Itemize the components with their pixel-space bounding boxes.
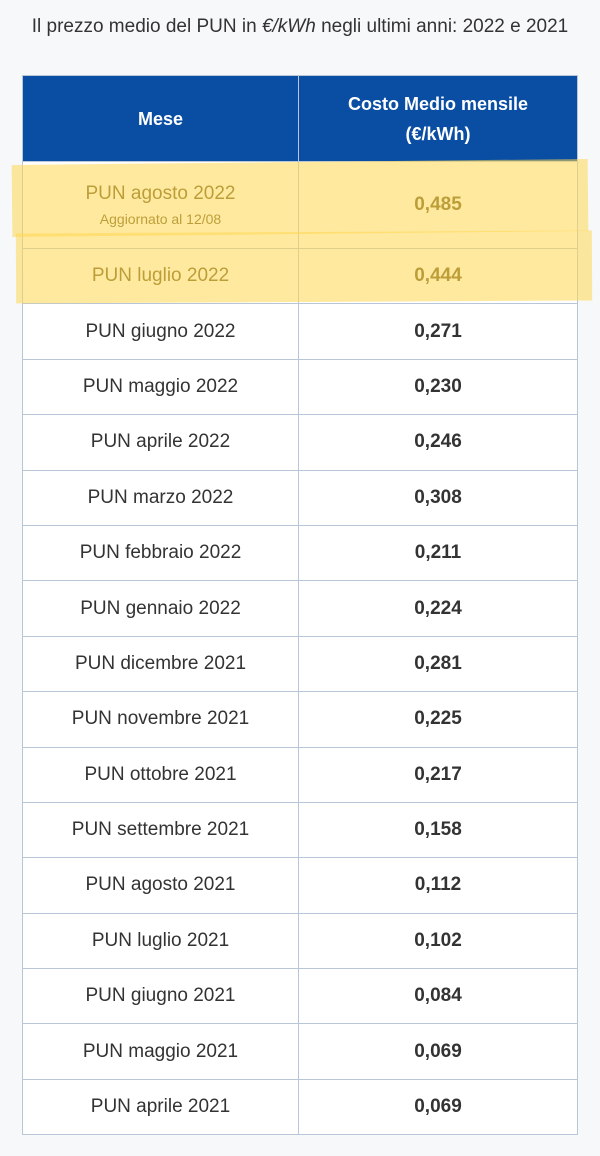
value-cell: 0,444 [298,247,578,305]
value-cell: 0,102 [298,912,578,970]
month-cell: PUN agosto 2021 [22,857,299,914]
month-cell: PUN luglio 2022 [22,247,299,305]
month-cell: PUN aprile 2022 [22,414,299,471]
table-caption: Il prezzo medio del PUN in €/kWh negli u… [20,10,580,44]
table-row: PUN maggio 2021 0,069 [22,1023,578,1080]
month-cell: PUN maggio 2022 [22,358,299,416]
header-cost: Costo Medio mensile (€/kWh) [298,75,578,162]
month-label: PUN agosto 2022 [85,183,236,204]
caption-text-end: negli ultimi anni: 2022 e 2021 [315,16,569,37]
value-cell: 0,224 [298,580,578,637]
value-cell: 0,069 [298,1078,578,1136]
month-label: PUN marzo 2022 [87,486,234,508]
caption-unit: €/kWh [261,16,316,37]
month-label: PUN febbraio 2022 [79,542,242,564]
table-row: PUN aprile 2022 0,246 [22,414,578,471]
value-cell: 0,271 [298,303,578,360]
month-cell: PUN febbraio 2022 [22,524,299,582]
table-row: PUN marzo 2022 0,308 [22,469,578,526]
value-cell: 0,211 [298,524,578,582]
update-note: Aggiornato al 12/08 [99,211,222,227]
pun-price-table: Mese Costo Medio mensile (€/kWh) PUN ago… [22,75,578,1136]
month-label: PUN giugno 2021 [85,985,236,1007]
table-row: PUN maggio 2022 0,230 [22,358,578,416]
month-label: PUN dicembre 2021 [74,652,247,674]
month-label: PUN ottobre 2021 [84,763,237,785]
month-cell: PUN ottobre 2021 [22,746,299,803]
value-cell: 0,308 [298,469,578,526]
month-label: PUN settembre 2021 [71,819,250,841]
table-row: PUN gennaio 2022 0,224 [22,580,578,637]
month-label: PUN agosto 2021 [85,874,236,896]
table-row: PUN dicembre 2021 0,281 [22,635,578,693]
value-cell: 0,281 [298,635,578,693]
month-label: PUN luglio 2022 [91,265,230,287]
value-cell: 0,217 [298,746,578,803]
table-row: PUN giugno 2021 0,084 [22,968,578,1025]
table-row: PUN aprile 2021 0,069 [22,1078,578,1136]
month-label: PUN maggio 2022 [82,375,239,397]
table-row: PUN settembre 2021 0,158 [22,801,578,859]
table-row: PUN agosto 2022 Aggiornato al 12/08 0,485 [22,161,578,249]
month-label: PUN luglio 2021 [91,929,230,951]
table-row: PUN giugno 2022 0,271 [22,303,578,360]
month-cell: PUN giugno 2022 [22,303,299,360]
month-label: PUN aprile 2022 [90,431,231,453]
header-cost-label: Costo Medio mensile (€/kWh) [347,93,529,144]
table-row: PUN agosto 2021 0,112 [22,857,578,914]
value-cell: 0,084 [298,968,578,1025]
table-row: PUN luglio 2021 0,102 [22,912,578,970]
month-label: PUN novembre 2021 [71,708,250,730]
table-row: PUN febbraio 2022 0,211 [22,524,578,582]
month-label: PUN maggio 2021 [82,1040,239,1062]
month-cell: PUN marzo 2022 [22,469,299,526]
table-row: PUN novembre 2021 0,225 [22,691,578,748]
month-label: PUN gennaio 2022 [80,597,241,619]
month-cell: PUN luglio 2021 [22,912,299,970]
caption-text: Il prezzo medio del PUN in [31,16,262,37]
month-cell: PUN novembre 2021 [22,691,299,748]
month-cell: PUN giugno 2021 [22,968,299,1025]
value-cell: 0,158 [298,801,578,859]
value-cell: 0,246 [298,414,578,471]
header-row: Mese Costo Medio mensile (€/kWh) [22,75,578,162]
value-cell: 0,225 [298,691,578,748]
table-row: PUN ottobre 2021 0,217 [22,746,578,803]
month-label: PUN aprile 2021 [90,1096,231,1118]
month-cell: PUN dicembre 2021 [22,635,299,693]
month-cell: PUN gennaio 2022 [22,580,299,637]
value-cell: 0,112 [298,857,578,914]
month-cell: PUN settembre 2021 [22,801,299,859]
month-cell: PUN agosto 2022 Aggiornato al 12/08 [22,161,299,249]
value-cell: 0,230 [298,358,578,416]
month-cell: PUN aprile 2021 [22,1078,299,1136]
header-month: Mese [22,75,299,162]
month-cell: PUN maggio 2021 [22,1023,299,1080]
month-label: PUN giugno 2022 [85,320,236,342]
table-row: PUN luglio 2022 0,444 [22,247,578,305]
value-cell: 0,069 [298,1023,578,1080]
value-cell: 0,485 [298,161,578,249]
